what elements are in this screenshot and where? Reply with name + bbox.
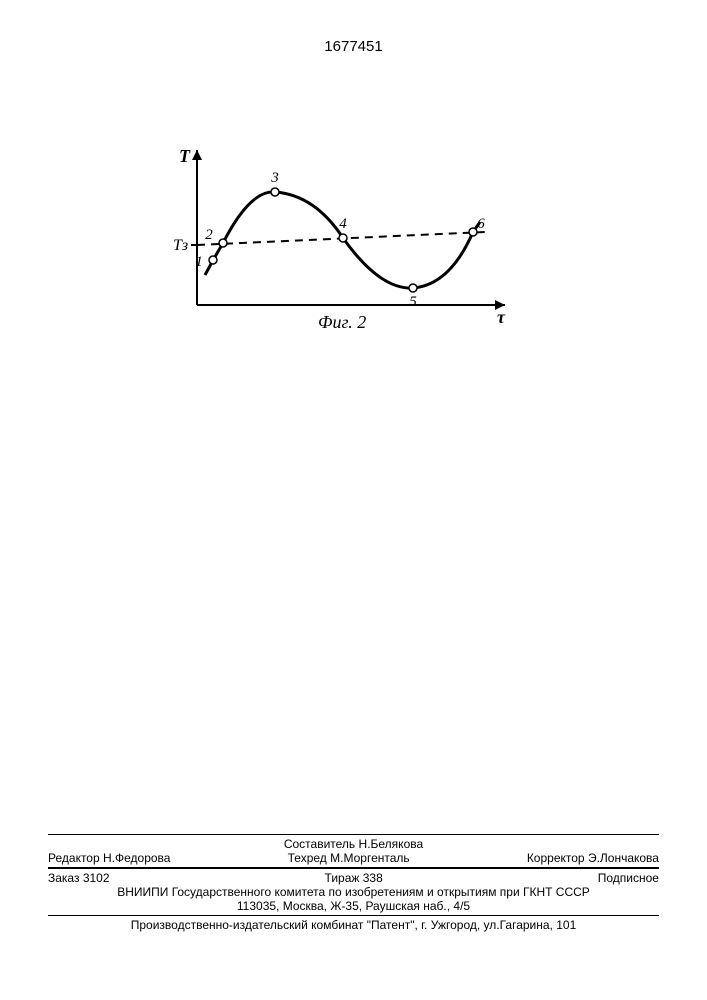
corrector-name: Э.Лончакова — [588, 851, 659, 865]
composer-label: Составитель — [284, 837, 355, 851]
svg-text:5: 5 — [409, 294, 417, 310]
subscription-label: Подписное — [598, 871, 659, 885]
svg-text:3: 3 — [270, 170, 279, 186]
order-label: Заказ — [48, 871, 79, 885]
editor-label: Редактор — [48, 851, 100, 865]
org-line-1: ВНИИПИ Государственного комитета по изоб… — [48, 885, 659, 899]
circulation-number: 338 — [363, 871, 383, 885]
editor-name: Н.Федорова — [103, 851, 170, 865]
svg-text:Tз: Tз — [173, 237, 188, 254]
figure-caption: Фиг. 2 — [318, 312, 366, 333]
svg-text:2: 2 — [205, 227, 213, 243]
document-footer: Составитель Н.Белякова Редактор Н.Федоро… — [48, 832, 659, 932]
svg-text:6: 6 — [477, 216, 485, 232]
page-number: 1677451 — [0, 38, 707, 55]
tech-name: М.Моргенталь — [330, 851, 410, 865]
svg-text:4: 4 — [339, 216, 347, 232]
order-number: 3102 — [83, 871, 110, 885]
circulation-label: Тираж — [325, 871, 360, 885]
tech-label: Техред — [288, 851, 327, 865]
printer-line: Производственно-издательский комбинат "П… — [48, 918, 659, 932]
svg-text:τ: τ — [497, 307, 506, 327]
org-line-2: 113035, Москва, Ж-35, Раушская наб., 4/5 — [48, 899, 659, 913]
svg-text:1: 1 — [195, 254, 203, 270]
figure-2-chart: Tз Tτ 12 3 4 5 6 — [165, 140, 525, 330]
composer-name: Н.Белякова — [359, 837, 424, 851]
svg-text:T: T — [179, 146, 191, 166]
corrector-label: Корректор — [527, 851, 585, 865]
